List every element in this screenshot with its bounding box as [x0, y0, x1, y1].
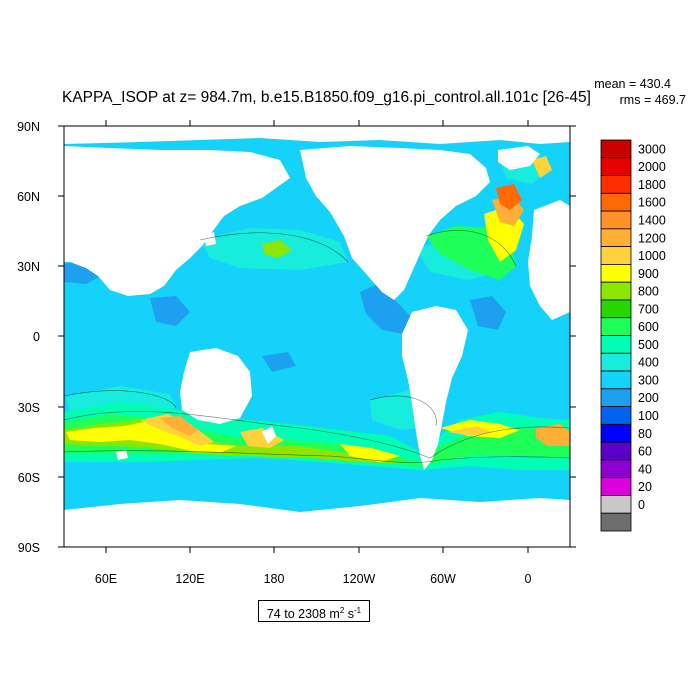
colorbar-label: 300: [638, 373, 659, 387]
colorbar-swatch: [600, 370, 632, 390]
colorbar: 3000200018001600140012001000900800700600…: [600, 139, 666, 532]
lon-tick-label: 60E: [95, 572, 117, 586]
colorbar-swatch: [600, 175, 632, 194]
colorbar-swatch: [600, 388, 632, 407]
colorbar-label: 1800: [638, 178, 666, 192]
rms-stat: rms = 469.7: [620, 93, 686, 107]
lon-tick-label: 0: [525, 572, 532, 586]
lat-tick-label: 90S: [18, 541, 40, 555]
colorbar-label: 200: [638, 391, 659, 405]
africa-europe-land: [528, 200, 570, 320]
unit-tail: s: [344, 607, 355, 621]
colorbar-label: 500: [638, 338, 659, 352]
lat-tick-label: 30N: [17, 260, 40, 274]
colorbar-swatch: [600, 281, 632, 301]
colorbar-label: 1600: [638, 196, 666, 210]
lat-tick-label: 60N: [17, 190, 40, 204]
range-text: 74 to 2308 m: [266, 607, 340, 621]
colorbar-label: 600: [638, 320, 659, 334]
colorbar-label: 1400: [638, 213, 666, 227]
colorbar-label: 0: [638, 498, 645, 512]
lon-tick-label: 120W: [343, 572, 376, 586]
colorbar-label: 40: [638, 462, 652, 476]
colorbar-swatch: [600, 139, 632, 159]
colorbar-label: 400: [638, 356, 659, 370]
colorbar-label: 900: [638, 267, 659, 281]
colorbar-label: 3000: [638, 142, 666, 156]
contour-lines: [63, 230, 571, 463]
lat-tick-label: 0: [33, 330, 40, 344]
colorbar-swatch: [600, 406, 632, 425]
colorbar-swatch: [600, 317, 632, 336]
lat-tick-marks: [58, 125, 576, 548]
colorbar-label: 1200: [638, 231, 666, 245]
colorbar-label: 800: [638, 285, 659, 299]
colorbar-label: 80: [638, 427, 652, 441]
colorbar-swatch: [600, 264, 632, 283]
colorbar-label: 700: [638, 302, 659, 316]
lat-tick-label: 30S: [18, 401, 40, 415]
colorbar-swatch: [600, 477, 632, 496]
colorbar-label: 1000: [638, 249, 666, 263]
lon-tick-label: 120E: [175, 572, 204, 586]
data-range-label: 74 to 2308 m2 s-1: [258, 600, 370, 622]
mean-stat: mean = 430.4: [594, 77, 671, 91]
lon-tick-marks: [105, 120, 529, 553]
colorbar-swatch: [600, 441, 632, 461]
colorbar-swatch: [600, 459, 632, 479]
lon-tick-label: 180: [264, 572, 285, 586]
map-plot: [63, 125, 571, 548]
unit-exponent: 2: [339, 606, 345, 615]
unit-exponent-2: -1: [354, 606, 362, 615]
colorbar-swatch: [600, 335, 632, 354]
antarctica-land: [64, 498, 570, 547]
colorbar-swatch: [600, 512, 632, 532]
colorbar-swatch: [600, 246, 632, 265]
colorbar-swatch: [600, 299, 632, 319]
lon-tick-label: 60W: [430, 572, 456, 586]
colorbar-swatch: [600, 210, 632, 230]
colorbar-swatch: [600, 352, 632, 372]
colorbar-swatch: [600, 228, 632, 248]
land: [64, 126, 570, 547]
north-america-land: [300, 146, 490, 300]
southern-ocean-band: [64, 402, 570, 470]
colorbar-label: 2000: [638, 160, 666, 174]
colorbar-label: 100: [638, 409, 659, 423]
colorbar-label: 20: [638, 480, 652, 494]
lat-tick-label: 60S: [18, 471, 40, 485]
plot-title: KAPPA_ISOP at z= 984.7m, b.e15.B1850.f09…: [62, 89, 591, 106]
colorbar-swatch: [600, 157, 632, 176]
colorbar-swatch: [600, 423, 632, 443]
lat-tick-label: 90N: [17, 120, 40, 134]
lat-labels: 90N 60N 30N 0 30S 60S 90S: [17, 120, 40, 555]
australia-land: [180, 348, 252, 424]
lon-labels: 60E 120E 180 120W 60W 0: [95, 572, 532, 586]
south-america-land: [402, 306, 468, 470]
asia-land: [64, 146, 290, 296]
colorbar-swatch: [600, 495, 632, 514]
colorbar-label: 60: [638, 445, 652, 459]
colorbar-swatch: [600, 192, 632, 212]
